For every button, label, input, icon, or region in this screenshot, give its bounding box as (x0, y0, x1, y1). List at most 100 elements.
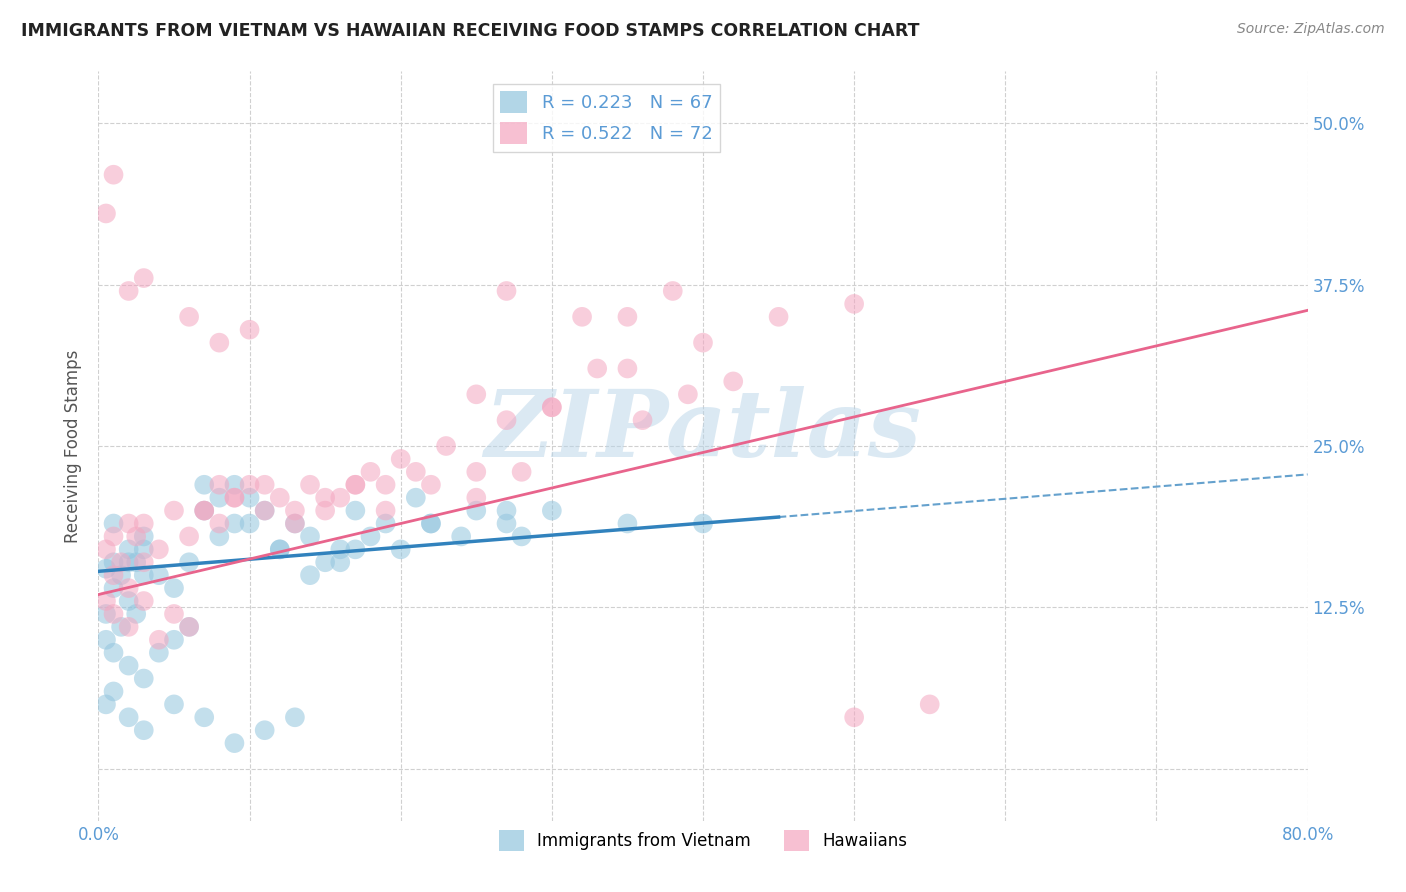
Point (208, 335, 231, 350)
Point (208, 477, 231, 491)
Point (616, 361, 638, 376)
Point (661, 284, 683, 298)
Point (179, 310, 201, 324)
Point (163, 503, 186, 517)
Point (132, 271, 155, 285)
Point (465, 503, 488, 517)
Point (405, 465, 427, 479)
Point (208, 516, 231, 531)
Point (118, 284, 141, 298)
Point (692, 516, 714, 531)
Point (405, 491, 427, 505)
Point (420, 516, 443, 531)
Point (103, 168, 125, 182)
Point (118, 581, 141, 595)
Point (314, 503, 336, 517)
Point (616, 310, 638, 324)
Point (163, 632, 186, 647)
Point (94, 562, 117, 576)
Point (94, 594, 117, 608)
Point (163, 698, 186, 712)
Point (148, 632, 170, 647)
Point (179, 620, 201, 634)
Point (284, 503, 307, 517)
Point (374, 477, 396, 491)
Point (103, 684, 125, 698)
Point (253, 723, 276, 738)
Point (224, 477, 246, 491)
Point (844, 297, 866, 311)
Point (94, 542, 117, 557)
Point (314, 555, 336, 569)
Point (389, 451, 412, 466)
Point (118, 658, 141, 673)
Point (269, 491, 291, 505)
Point (299, 529, 322, 543)
Point (844, 710, 866, 724)
Point (768, 310, 790, 324)
Point (253, 503, 276, 517)
Point (118, 594, 141, 608)
Point (465, 387, 488, 401)
Point (224, 491, 246, 505)
Point (676, 387, 699, 401)
Point (434, 439, 457, 453)
Point (239, 516, 262, 531)
Point (103, 529, 125, 543)
Point (179, 620, 201, 634)
Point (631, 413, 654, 427)
Point (374, 516, 396, 531)
Point (118, 516, 141, 531)
Point (495, 503, 517, 517)
Point (118, 620, 141, 634)
Point (299, 568, 322, 582)
Point (132, 542, 155, 557)
Point (344, 503, 367, 517)
Point (450, 529, 472, 543)
Point (269, 542, 291, 557)
Point (344, 542, 367, 557)
Point (360, 529, 382, 543)
Point (540, 401, 562, 415)
Point (118, 542, 141, 557)
Point (132, 568, 155, 582)
Point (118, 555, 141, 569)
Point (148, 646, 170, 660)
Point (510, 465, 533, 479)
Point (495, 413, 517, 427)
Point (571, 310, 593, 324)
Text: IMMIGRANTS FROM VIETNAM VS HAWAIIAN RECEIVING FOOD STAMPS CORRELATION CHART: IMMIGRANTS FROM VIETNAM VS HAWAIIAN RECE… (21, 22, 920, 40)
Point (148, 568, 170, 582)
Point (360, 465, 382, 479)
Point (329, 491, 352, 505)
Point (465, 465, 488, 479)
Point (208, 491, 231, 505)
Point (103, 516, 125, 531)
Text: ZIPatlas: ZIPatlas (485, 386, 921, 476)
Point (918, 698, 941, 712)
Point (344, 477, 367, 491)
Point (148, 542, 170, 557)
Point (125, 607, 148, 621)
Point (179, 555, 201, 569)
Point (465, 491, 488, 505)
Point (224, 491, 246, 505)
Point (239, 491, 262, 505)
Point (193, 503, 215, 517)
Point (110, 568, 132, 582)
Point (224, 516, 246, 531)
Point (103, 555, 125, 569)
Point (723, 375, 745, 389)
Point (284, 516, 307, 531)
Point (110, 620, 132, 634)
Point (125, 529, 148, 543)
Point (389, 542, 412, 557)
Point (253, 477, 276, 491)
Point (420, 516, 443, 531)
Point (193, 503, 215, 517)
Point (284, 516, 307, 531)
Point (253, 503, 276, 517)
Point (125, 555, 148, 569)
Point (193, 710, 215, 724)
Point (495, 284, 517, 298)
